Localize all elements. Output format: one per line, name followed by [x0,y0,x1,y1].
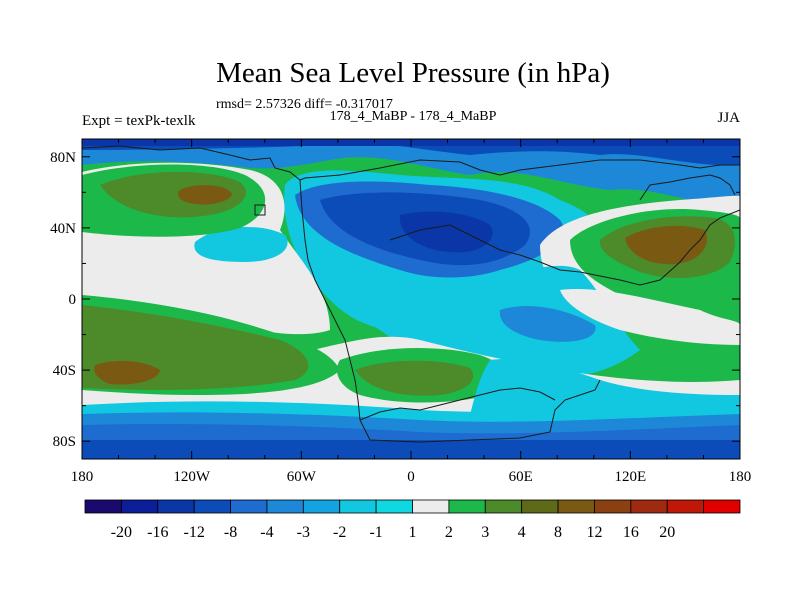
colorbar-swatch [84,499,122,514]
colorbar-label: 8 [554,524,562,541]
chart-title: Mean Sea Level Pressure (in hPa) [216,57,610,89]
arctic-low-band [82,139,740,206]
colorbar-swatch [448,499,486,514]
colorbar-label: 4 [518,524,526,541]
stats-label: rmsd= 2.57326 diff= -0.317017 [216,97,393,112]
y-tick-label: 80S [53,434,76,450]
colorbar-swatch [484,499,523,514]
colorbar-swatch [521,499,559,514]
colorbar-label: -12 [184,524,205,541]
x-tick-label: 0 [407,469,415,485]
south-atlantic-high-core [355,360,474,396]
season-label: JJA [717,110,740,126]
colorbar-swatch [302,499,341,514]
north-pacific-high-mid [100,171,246,218]
colorbar-label: -2 [333,524,346,541]
y-axis-labels: 80N 40N 0 40S 80S [50,150,76,450]
pacific-low-tongue [194,226,288,262]
pangea-western-coast [299,179,601,443]
colorbar-label: 16 [623,524,639,541]
colorbar-label: 3 [481,524,489,541]
eurasia-low-center [399,211,493,253]
colorbar-swatch [412,499,450,514]
colorbar-swatch [630,499,668,514]
colorbar-swatch [666,499,705,514]
indian-ocean-low [499,305,596,342]
x-axis-labels: 180 120W 60W 0 60E 120E 180 [71,469,752,485]
north-pacific-high-core [178,185,232,205]
colorbar-swatch [339,499,377,514]
colorbar-labels: -20 -16 -12 -8 -4 -3 -2 -1 1 2 3 4 8 12 16 20 [111,524,675,541]
x-tick-label: 180 [71,469,94,485]
colorbar-label: -8 [224,524,237,541]
colorbar-label: 2 [445,524,453,541]
south-indian-low [470,359,740,415]
colorbar-swatch [157,499,195,514]
island-outline [254,204,266,216]
axis-ticks [81,139,741,459]
tethys-coast [389,209,740,286]
x-tick-label: 60W [287,469,317,485]
y-tick-label: 40S [53,363,76,379]
pressure-field [82,139,740,459]
southern-ocean-deepest [82,440,740,459]
south-pacific-high-core [94,360,160,385]
coastlines [82,145,740,443]
eastern-land-edge [639,174,736,201]
x-tick-label: 120W [173,469,211,485]
y-tick-label: 0 [69,292,77,308]
x-tick-label: 120E [614,469,646,485]
colorbar-swatch [594,499,632,514]
colorbar-label: -20 [111,524,132,541]
colorbar-swatch [375,499,413,514]
colorbar-swatch [557,499,595,514]
colorbar-swatch [266,499,304,514]
colorbar-label: 1 [409,524,417,541]
colorbar-swatch [703,499,741,514]
center-label: 178_4_MaBP - 178_4_MaBP [330,109,497,124]
colorbar-swatch [230,499,268,514]
southern-land-edge [359,387,556,421]
colorbar-label: -3 [297,524,310,541]
experiment-label: Expt = texPk-texlk [82,113,196,129]
equatorial-neutral [560,289,740,345]
colorbar-label: -4 [260,524,273,541]
colorbar-swatch [193,499,231,514]
x-tick-label: 180 [729,469,752,485]
y-tick-label: 80N [50,150,76,166]
colorbar-label: 12 [586,524,602,541]
colorbar-label: 20 [659,524,675,541]
colorbar-label: -16 [147,524,168,541]
colorbar-label: -1 [369,524,382,541]
colorbar-swatch [120,499,159,514]
x-tick-label: 60E [509,469,533,485]
colorbar [84,499,741,514]
y-tick-label: 40N [50,221,76,237]
north-coastline [82,145,740,181]
